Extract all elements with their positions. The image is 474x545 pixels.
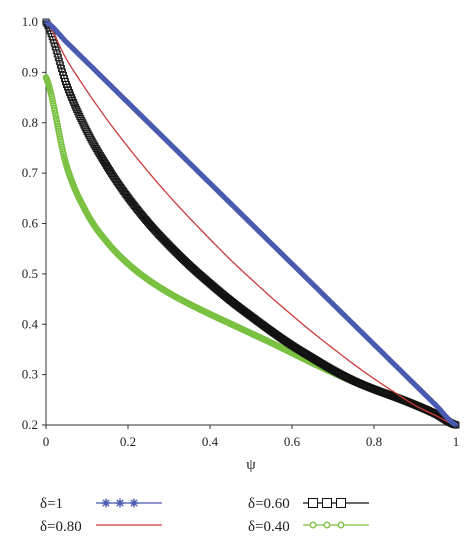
series--0-40: [42, 74, 460, 429]
data-point: [56, 61, 64, 69]
data-point: [54, 54, 62, 62]
x-tick-label: 0.2: [120, 434, 136, 449]
legend-item: δ=0.80: [40, 519, 162, 535]
y-tick-label: 0.9: [22, 64, 38, 79]
legend-item: δ=0.40: [248, 519, 369, 535]
data-point: [50, 39, 58, 47]
legend-label: δ=0.60: [248, 496, 290, 512]
x-tick-label: 0.6: [284, 434, 301, 449]
data-point: [51, 43, 59, 51]
legend-marker: [322, 498, 332, 508]
legend-marker: [337, 521, 345, 529]
legend-marker: [115, 498, 125, 508]
series-line: [45, 77, 457, 426]
data-point: [67, 91, 75, 99]
legend-marker: [129, 498, 139, 508]
y-tick-label: 1.0: [22, 14, 38, 29]
data-point: [69, 96, 77, 104]
data-point: [74, 108, 82, 116]
series-line: [45, 21, 457, 426]
x-tick-label: 0: [43, 434, 50, 449]
legend-marker: [336, 498, 346, 508]
legend-label: δ=1: [40, 496, 63, 512]
legend-item: δ=1: [40, 496, 162, 512]
x-tick-label: 0.4: [202, 434, 219, 449]
legend-marker: [309, 521, 317, 529]
x-tick-label: 1: [453, 434, 460, 449]
series--0-80: [45, 21, 457, 426]
data-point: [77, 115, 85, 123]
data-point: [72, 103, 80, 111]
y-tick-label: 0.8: [22, 115, 38, 130]
y-tick-label: 0.3: [22, 367, 38, 382]
legend-marker: [101, 498, 111, 508]
y-tick-label: 0.2: [22, 417, 38, 432]
legend-marker: [323, 521, 331, 529]
series-layer: [42, 18, 460, 429]
legend-marker: [308, 498, 318, 508]
y-tick-label: 0.7: [22, 165, 39, 180]
data-point: [76, 112, 84, 120]
data-point: [70, 99, 78, 106]
data-point: [73, 106, 81, 114]
y-tick-label: 0.4: [22, 316, 39, 331]
x-tick-label: 0.8: [366, 434, 382, 449]
y-tick-label: 0.6: [22, 216, 39, 231]
data-point: [71, 101, 79, 109]
legend-item: δ=0.60: [248, 496, 369, 512]
y-tick-label: 0.5: [22, 266, 38, 281]
legend-label: δ=0.40: [248, 519, 290, 535]
data-point: [68, 94, 76, 101]
series--1: [43, 19, 459, 428]
x-axis-title: ψ: [246, 457, 256, 473]
legend: δ=1 δ=0.80 δ=0.60 δ=0.40: [40, 496, 369, 535]
legend-label: δ=0.80: [40, 519, 82, 535]
ticks-layer: 0 0.2 0.4 0.6 0.8 1 1.0 0.9 0.8 0.7 0.6 0.5 0.4 0.3 0.…: [22, 14, 460, 449]
data-point: [52, 46, 60, 54]
data-point: [75, 110, 83, 118]
data-point: [53, 50, 61, 58]
data-point: [57, 65, 65, 72]
data-point: [55, 57, 63, 65]
